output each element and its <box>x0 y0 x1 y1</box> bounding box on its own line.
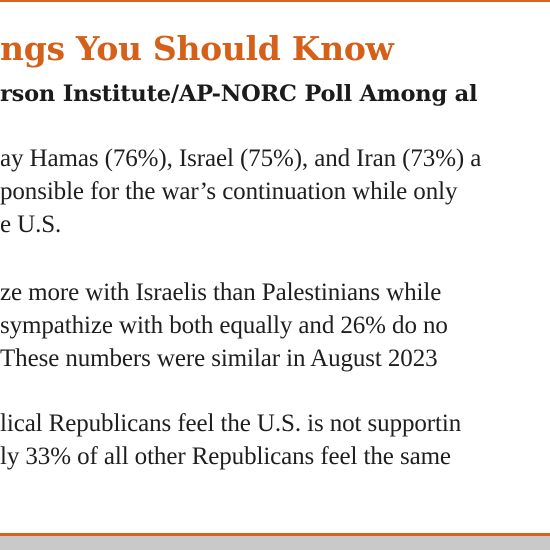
paragraph-1: ay Hamas (76%), Israel (75%), and Iran (… <box>0 142 481 241</box>
top-accent-rule <box>0 0 550 2</box>
paragraph-line: ze more with Israelis than Palestinians … <box>0 279 442 306</box>
paragraph-line: ly 33% of all other Republicans feel the… <box>0 443 451 470</box>
paragraph-line: ponsible for the war’s continuation whil… <box>0 178 458 205</box>
paragraph-line: ay Hamas (76%), Israel (75%), and Iran (… <box>0 145 482 172</box>
slide-title: ngs You Should Know <box>0 29 394 68</box>
paragraph-3: lical Republicans feel the U.S. is not s… <box>0 407 461 473</box>
paragraph-2: ze more with Israelis than Palestinians … <box>0 276 448 375</box>
paragraph-line: These numbers were similar in August 202… <box>0 345 438 372</box>
footer-band <box>0 536 550 550</box>
paragraph-line: e U.S. <box>0 211 62 238</box>
paragraph-line: sympathize with both equally and 26% do … <box>0 312 448 339</box>
slide-subtitle: rson Institute/AP-NORC Poll Among al <box>0 81 478 107</box>
bottom-accent-rule <box>0 533 550 536</box>
paragraph-line: lical Republicans feel the U.S. is not s… <box>0 410 462 437</box>
